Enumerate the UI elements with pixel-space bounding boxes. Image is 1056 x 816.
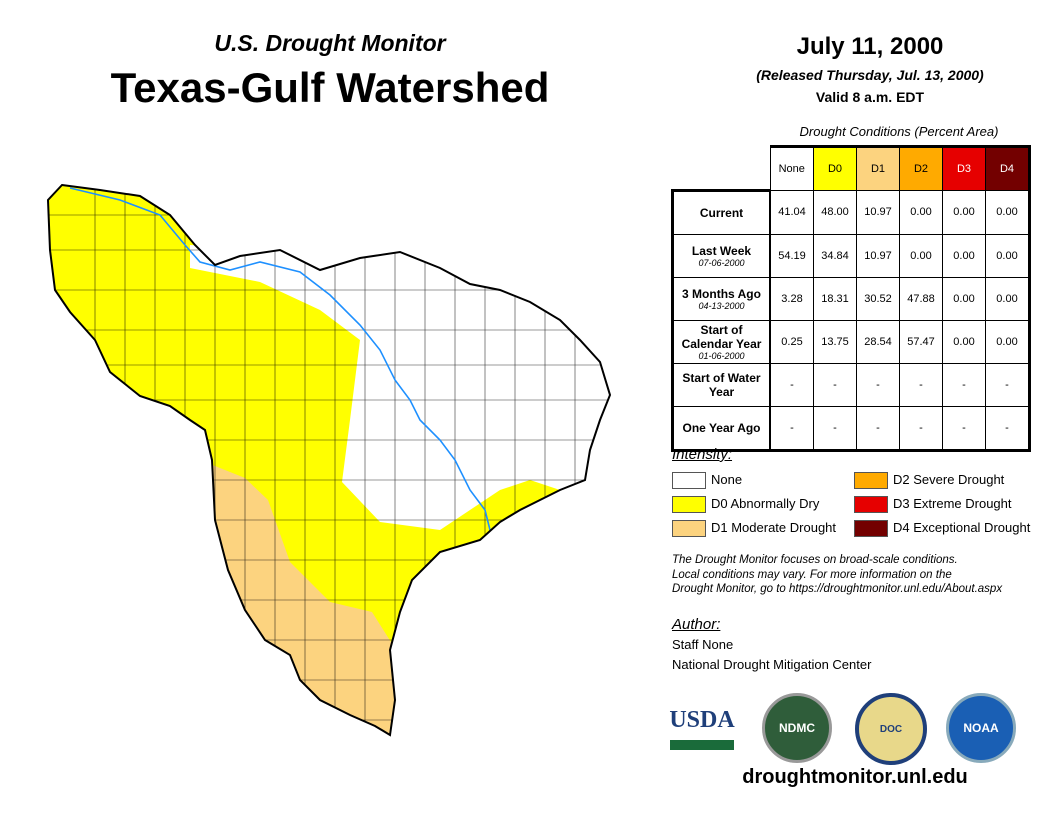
column-header: D0 [813,145,857,191]
legend-label: D2 Severe Drought [893,472,1005,487]
map-subtitle: U.S. Drought Monitor [214,30,446,56]
table-row: Current 41.04 48.00 10.97 0.00 0.00 0.00 [671,189,1031,235]
legend-swatch [854,520,888,537]
legend-swatch [672,520,706,537]
row-label-text: 3 Months Ago [682,286,761,301]
table-cell: 41.04 [769,189,814,235]
row-label: Start of Calendar Year 01-06-2000 [671,319,771,364]
legend-title: Intensity: [672,446,733,463]
table-cell: 10.97 [856,233,900,278]
table-cell: 47.88 [899,276,943,321]
column-header: D3 [942,145,986,191]
row-label: Last Week 07-06-2000 [671,233,771,278]
table-cell: 0.00 [942,189,986,235]
table-cell: 0.00 [942,319,986,364]
table-cell: - [813,405,857,452]
table-row: 3 Months Ago 04-13-2000 3.28 18.31 30.52 47.8… [671,276,1031,321]
table-cell: 0.25 [769,319,814,364]
table-cell: 0.00 [985,276,1031,321]
table-cell: 57.47 [899,319,943,364]
legend-label: D3 Extreme Drought [893,496,1012,511]
row-date: 07-06-2000 [698,257,745,268]
table-cell: - [942,362,986,407]
table-cell: - [899,362,943,407]
table-cell: 34.84 [813,233,857,278]
legend-swatch [854,472,888,489]
table-row: Last Week 07-06-2000 54.19 34.84 10.97 0.00 0.… [671,233,1031,278]
table-cell: - [985,362,1031,407]
table-cell: 0.00 [985,233,1031,278]
table-cell: - [899,405,943,452]
column-header: D1 [856,145,900,191]
note-line: Local conditions may vary. For more info… [672,568,952,581]
column-header: D2 [899,145,943,191]
watershed-map [47,184,611,736]
table-cell: - [856,405,900,452]
column-header: None [769,145,814,191]
table-cell: 30.52 [856,276,900,321]
table-cell: 0.00 [899,189,943,235]
valid-time: Valid 8 a.m. EDT [815,89,925,105]
legend-label: D4 Exceptional Drought [893,520,1031,535]
usda-logo: USDA [669,700,735,750]
ndmc-logo: NDMC [762,693,832,763]
row-label-text: Last Week [691,243,752,258]
table-cell: 10.97 [856,189,900,235]
disclaimer-note: The Drought Monitor focuses on broad-sca… [672,553,1002,597]
row-label: One Year Ago [671,405,771,452]
table-cell: 3.28 [769,276,814,321]
table-cell: - [769,405,814,452]
table-cell: 18.31 [813,276,857,321]
note-line: Drought Monitor, go to https://droughtmo… [672,583,1003,595]
table-cell: 28.54 [856,319,900,364]
row-label: Start of Water Year [671,362,771,407]
table-cell: 0.00 [985,319,1031,364]
row-label: Current [671,189,771,235]
legend-swatch [672,472,706,489]
table-cell: 13.75 [813,319,857,364]
legend-label: D1 Moderate Drought [711,520,837,535]
author-org: National Drought Mitigation Center [672,657,872,672]
row-label-text: Start of Calendar Year [681,322,762,351]
table-caption: Drought Conditions (Percent Area) [799,124,999,139]
table-cell: 0.00 [942,233,986,278]
footer-url[interactable]: droughtmonitor.unl.edu [742,766,968,788]
table-cell: 0.00 [985,189,1031,235]
row-label-text: One Year Ago [682,420,761,435]
row-label-text: Start of Water Year [682,370,761,399]
table-row: Start of Calendar Year 01-06-2000 0.25 13.7… [671,319,1031,364]
table-cell: - [985,405,1031,452]
drought-conditions-table: None D0 D1 D2 D3 D4 Current 41.04 48.00 10.97 0.00… [671,145,1031,452]
row-date: 04-13-2000 [698,300,745,311]
map-date: July 11, 2000 [796,33,944,60]
legend-label: D0 Abnormally Dry [711,496,820,511]
table-cell: 48.00 [813,189,857,235]
map-title: Texas-Gulf Watershed [110,64,550,111]
table-row: One Year Ago - - - - - - [671,405,1031,452]
legend-swatch [672,496,706,513]
table-corner [672,146,770,192]
release-date: (Released Thursday, Jul. 13, 2000) [756,67,984,83]
doc-logo: DOC [855,693,927,765]
table-cell: 0.00 [899,233,943,278]
noaa-logo: NOAA [946,693,1016,763]
table-cell: - [942,405,986,452]
table-cell: - [769,362,814,407]
table-cell: 0.00 [942,276,986,321]
legend-label: None [711,472,743,487]
table-row: Start of Water Year - - - - - - [671,362,1031,407]
table-cell: 54.19 [769,233,814,278]
table-cell: - [856,362,900,407]
note-line: The Drought Monitor focuses on broad-sca… [672,554,958,566]
row-date: 01-06-2000 [698,350,745,361]
author-title: Author: [672,616,721,633]
row-label: 3 Months Ago 04-13-2000 [671,276,771,321]
row-label-text: Current [699,205,744,220]
column-header: D4 [985,145,1031,191]
none-region [190,240,610,530]
table-cell: - [813,362,857,407]
author-name: Staff None [672,637,734,652]
river [69,187,491,531]
legend-swatch [854,496,888,513]
